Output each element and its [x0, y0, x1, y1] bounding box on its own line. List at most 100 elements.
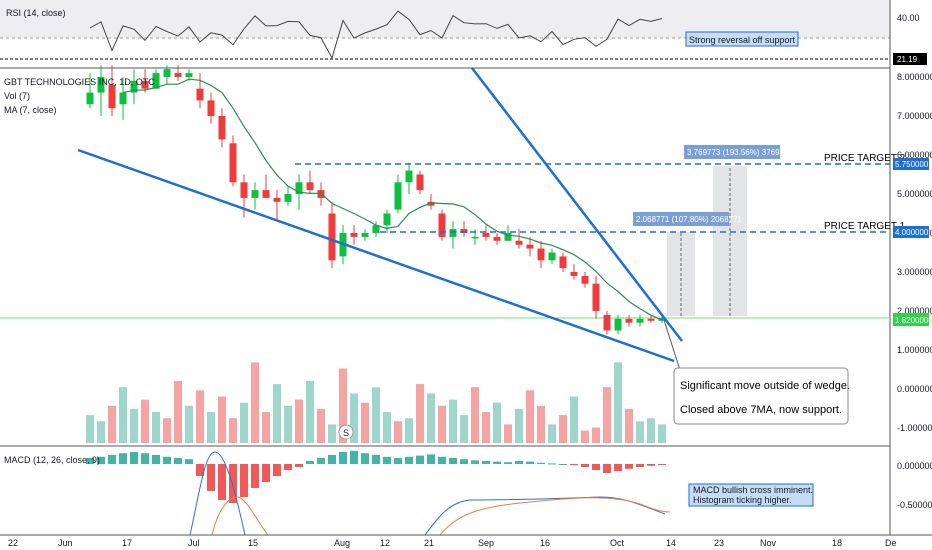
candle-body [119, 92, 127, 105]
macd-hist-bar [185, 459, 193, 464]
candle-body [603, 314, 611, 331]
price-axis-label: 7.000000 [897, 111, 932, 121]
price-axis[interactable]: 8.000000 7.000000 6.000000 5.000000 4.000000… [897, 72, 932, 433]
volume-bar [306, 381, 314, 443]
candle-body [350, 233, 358, 237]
candle-body [196, 88, 204, 101]
volume-bar [636, 421, 644, 443]
target1-measure-badge [633, 212, 729, 226]
candle-body [471, 236, 479, 239]
macd-hist-bar [174, 458, 182, 464]
candle-body [163, 69, 171, 77]
candle-body [251, 190, 259, 198]
volume-bar [251, 362, 259, 443]
macd-hist-bar [152, 455, 160, 464]
ma-line [122, 78, 663, 321]
candle-body [658, 318, 666, 321]
candle-body [581, 275, 589, 284]
macd-hist-bar [405, 456, 413, 464]
target1-axis-value: 4.000000 [895, 228, 929, 237]
volume-bar [625, 408, 633, 443]
volume-bar [658, 424, 666, 443]
macd-hist-bar [570, 464, 578, 466]
last-price-value: 1.8200000 [895, 316, 932, 325]
macd-hist-bar [207, 464, 215, 491]
candle-body [449, 229, 457, 237]
volume-bar [130, 408, 138, 443]
volume-bar [372, 387, 380, 443]
macd-hist-bar [504, 462, 512, 464]
candle-body [515, 240, 523, 245]
callout-pointer [663, 319, 681, 371]
split-marker[interactable] [338, 424, 354, 440]
volume-bar [647, 418, 655, 443]
macd-annotation-line-2: Histogram ticking higher. [693, 495, 792, 505]
candle-body [361, 233, 369, 237]
candle-body [526, 244, 534, 249]
price-axis-label: 5.000000 [897, 189, 932, 199]
macd-hist-bar [394, 458, 402, 464]
candle-body [185, 73, 193, 77]
main-title: GBT TECHNOLOGIES INC, 1D, OTC [4, 77, 155, 87]
volume-bar [603, 387, 611, 443]
time-axis-label: Oct [610, 538, 625, 548]
time-axis-label: Aug [334, 538, 350, 548]
volume-bar [152, 412, 160, 443]
wedge-lower-trendline[interactable] [77, 148, 675, 363]
volume-bar [350, 393, 358, 443]
candle-body [460, 229, 468, 233]
macd-hist-bar [526, 461, 534, 464]
volume-bar [185, 405, 193, 443]
ma-label: MA (7, close) [4, 105, 57, 115]
target2-axis-badge [893, 158, 929, 170]
candle-body [614, 318, 622, 331]
target1-measure: 2.068771 (107.80%) 2068771 [636, 215, 742, 224]
volume-bar [317, 408, 325, 443]
time-axis-label: De [885, 538, 897, 548]
candle-body [493, 236, 501, 241]
candle-body [108, 84, 116, 109]
macd-hist-bar [229, 464, 237, 503]
macd-hist-bar [383, 456, 391, 464]
volume-bar [163, 418, 171, 443]
macd-hist-bar [559, 464, 567, 465]
volume-bar [449, 399, 457, 443]
macd-hist-bar [328, 455, 336, 464]
volume-bar [471, 387, 479, 443]
candle-body [416, 174, 424, 191]
wedge-upper-trendline[interactable] [471, 67, 683, 342]
candle-body [427, 201, 435, 206]
candle-body [141, 80, 149, 89]
candle-body [548, 252, 556, 261]
callout-line-2: Closed above 7MA, now support. [680, 404, 842, 416]
macd-hist-bar [647, 464, 655, 466]
candle-body [405, 170, 413, 183]
macd-hist-bar [493, 461, 501, 464]
volume-bar [405, 418, 413, 443]
price-axis-label: 3.000000 [897, 267, 932, 277]
macd-label: MACD (12, 26, close, 9) [4, 455, 100, 465]
volume-bar [229, 418, 237, 443]
rsi-annotation-box [685, 31, 799, 47]
macd-hist-bar [438, 456, 446, 464]
volume-bar [339, 368, 347, 443]
macd-hist-bar [339, 452, 347, 464]
target2-measure: 3.769773 (193.56%) 3769773 [687, 148, 793, 157]
rsi-value-badge [893, 53, 927, 65]
macd-hist-bar [537, 462, 545, 464]
time-axis-label: Sep [478, 538, 494, 548]
macd-hist-bar [614, 464, 622, 472]
candle-body [438, 213, 446, 237]
callout-box [673, 367, 849, 425]
macd-hist-bar [130, 452, 138, 464]
candle-body [537, 248, 545, 261]
macd-axis-neg-half: -0.500000 [897, 500, 932, 510]
rsi-label: RSI (14, close) [6, 8, 66, 18]
macd-axis-0: 0.000000 [897, 461, 932, 471]
macd-hist-bar [350, 450, 358, 464]
time-axis[interactable]: 22 Jun 17 Jul 15 Aug 12 21 Sep 16 Oct 14 23 Nov 18 De [8, 538, 897, 548]
macd-hist-bar [471, 460, 479, 464]
candle-body [97, 77, 105, 93]
macd-hist-bar [273, 464, 281, 476]
